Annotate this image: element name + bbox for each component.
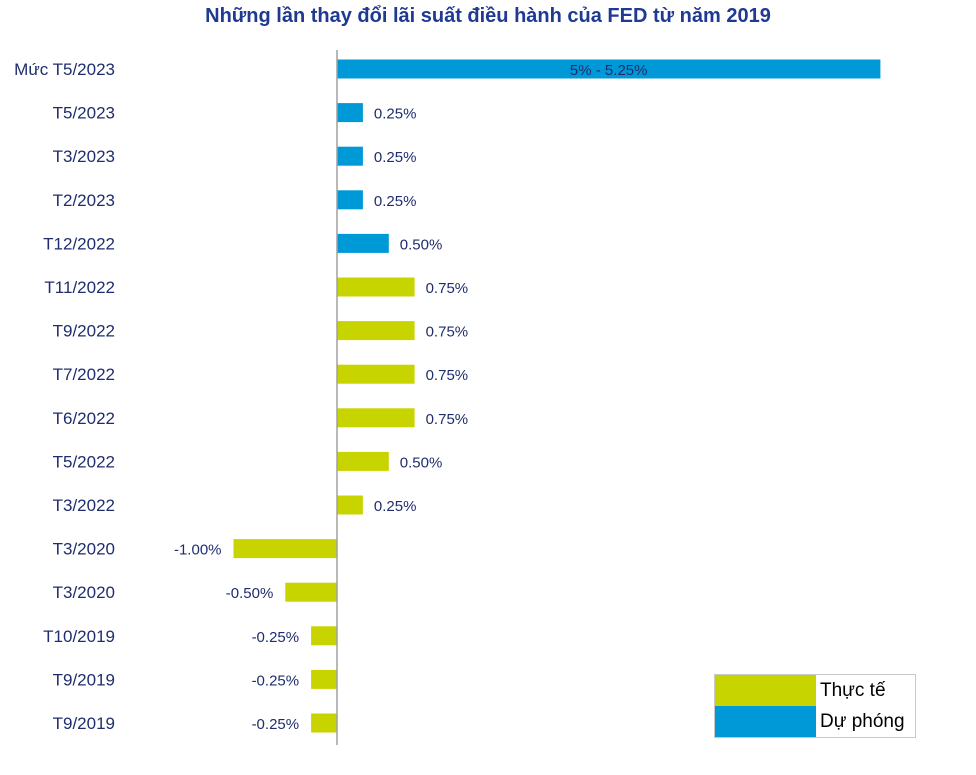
category-label: T12/2022 (43, 234, 115, 253)
category-label: T7/2022 (53, 365, 115, 384)
data-label: 0.25% (374, 193, 417, 210)
bar-11 (337, 495, 363, 515)
bar-1 (337, 59, 881, 79)
bar-9 (337, 408, 415, 428)
category-label: Mức T5/2023 (14, 60, 115, 79)
data-label: 0.25% (374, 106, 417, 123)
data-label: -0.50% (226, 585, 274, 602)
data-label: -0.25% (252, 672, 300, 689)
bar-14 (311, 626, 337, 646)
category-label: T10/2019 (43, 627, 115, 646)
legend-item-actual: Thực tế (715, 675, 915, 706)
legend: Thực tế Dự phóng (714, 674, 916, 738)
data-label: 0.75% (426, 411, 469, 428)
bar-8 (337, 364, 415, 384)
legend-swatch-actual (715, 675, 816, 706)
data-label: 0.75% (426, 367, 469, 384)
category-label: T6/2022 (53, 409, 115, 428)
category-label: T9/2022 (53, 322, 115, 341)
bar-2 (337, 103, 363, 123)
category-label: T3/2022 (53, 496, 115, 515)
data-label: -0.25% (252, 716, 300, 733)
data-label: 0.75% (426, 280, 469, 297)
bar-10 (337, 451, 389, 471)
category-label: T9/2019 (53, 670, 115, 689)
data-label: 0.25% (374, 149, 417, 166)
data-label: 0.50% (400, 454, 443, 471)
category-label: T9/2019 (53, 714, 115, 733)
bar-16 (311, 713, 337, 733)
bar-15 (311, 669, 337, 689)
data-label: 0.25% (374, 498, 417, 515)
category-label: T5/2022 (53, 452, 115, 471)
legend-label-forecast: Dự phóng (820, 711, 905, 732)
category-label: T11/2022 (44, 278, 115, 297)
legend-item-forecast: Dự phóng (715, 706, 915, 737)
category-label: T2/2023 (53, 191, 115, 210)
bar-4 (337, 190, 363, 210)
data-label: -0.25% (252, 629, 300, 646)
legend-swatch-forecast (715, 706, 816, 737)
bar-12 (233, 539, 337, 559)
data-label: 0.50% (400, 236, 443, 253)
bar-7 (337, 321, 415, 341)
bar-3 (337, 146, 363, 166)
data-label: -1.00% (174, 542, 222, 559)
bar-5 (337, 233, 389, 253)
category-label: T5/2023 (53, 104, 115, 123)
category-label: T3/2023 (53, 147, 115, 166)
category-label: T3/2020 (53, 540, 115, 559)
bar-6 (337, 277, 415, 297)
legend-label-actual: Thực tế (820, 680, 886, 701)
labels-layer: Mức T5/2023 5% - 5.25% T5/2023 0.25% T3/2023… (14, 60, 647, 733)
bars-layer (233, 59, 881, 733)
category-label: T3/2020 (53, 583, 115, 602)
bar-13 (285, 582, 338, 602)
data-label: 5% - 5.25% (570, 62, 648, 79)
data-label: 0.75% (426, 324, 469, 341)
chart-title: Những lần thay đổi lãi suất điều hành củ… (205, 5, 771, 27)
